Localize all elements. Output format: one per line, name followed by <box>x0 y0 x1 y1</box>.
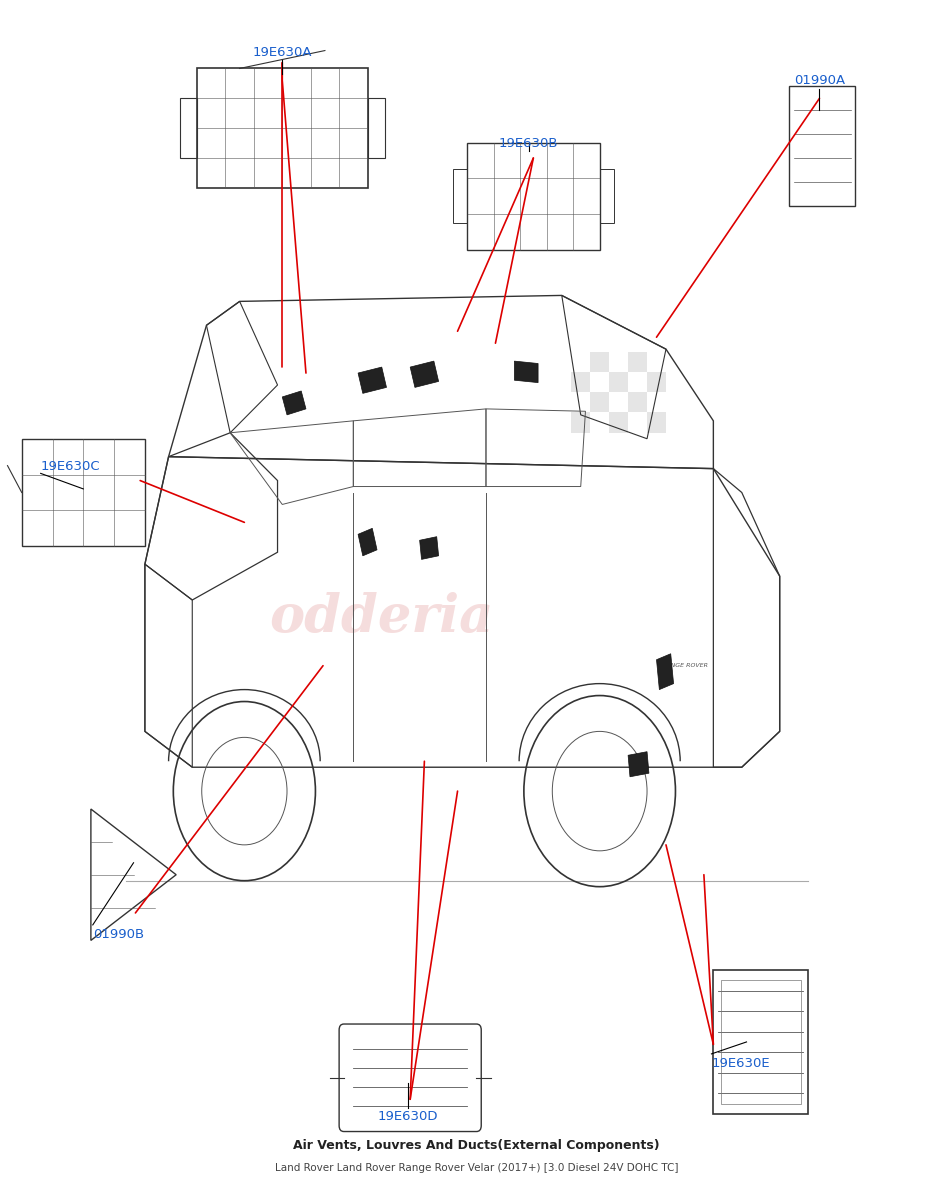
Bar <box>608 372 627 392</box>
Polygon shape <box>656 654 673 690</box>
Bar <box>367 98 385 158</box>
Text: 19E630B: 19E630B <box>498 137 558 150</box>
Bar <box>570 372 589 392</box>
Bar <box>627 352 646 372</box>
Bar <box>608 413 627 433</box>
Bar <box>197 68 367 188</box>
Bar <box>570 413 589 433</box>
Bar <box>589 352 608 372</box>
Text: Air Vents, Louvres And Ducts(External Components): Air Vents, Louvres And Ducts(External Co… <box>293 1139 659 1152</box>
Text: 01990B: 01990B <box>92 928 144 941</box>
Polygon shape <box>282 391 306 415</box>
Bar <box>788 86 855 206</box>
Text: odderia: odderia <box>269 593 493 643</box>
Polygon shape <box>627 751 648 776</box>
Polygon shape <box>409 361 438 388</box>
Bar <box>22 439 145 546</box>
Polygon shape <box>514 361 538 383</box>
Polygon shape <box>358 367 387 394</box>
Bar <box>627 392 646 413</box>
Bar <box>646 372 665 392</box>
Text: 19E630C: 19E630C <box>41 460 100 473</box>
Text: RANGE ROVER: RANGE ROVER <box>662 664 707 668</box>
Bar <box>646 413 665 433</box>
Bar <box>720 980 800 1104</box>
Bar <box>466 143 599 250</box>
Bar <box>599 169 613 223</box>
Text: Land Rover Land Rover Range Rover Velar (2017+) [3.0 Diesel 24V DOHC TC]: Land Rover Land Rover Range Rover Velar … <box>274 1163 678 1174</box>
Text: 19E630E: 19E630E <box>711 1057 769 1070</box>
Text: 19E630D: 19E630D <box>378 1110 438 1122</box>
Text: 01990A: 01990A <box>793 74 844 86</box>
Polygon shape <box>358 528 377 556</box>
Bar <box>589 392 608 413</box>
Bar <box>452 169 466 223</box>
Bar <box>713 971 807 1114</box>
Bar <box>180 98 197 158</box>
Text: 19E630A: 19E630A <box>252 47 311 60</box>
Polygon shape <box>419 536 438 559</box>
